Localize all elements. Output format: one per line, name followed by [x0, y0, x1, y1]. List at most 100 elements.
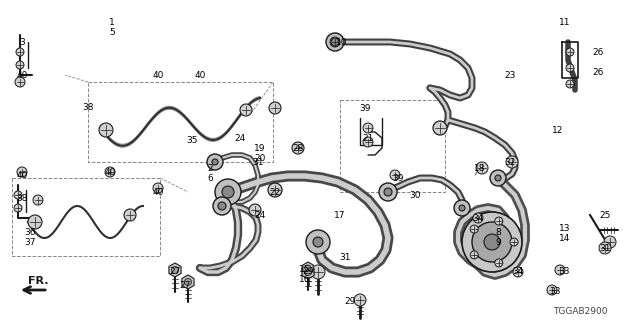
Circle shape [363, 137, 373, 147]
Bar [12, 178, 160, 256]
Circle shape [17, 167, 27, 177]
Circle shape [459, 205, 465, 211]
Circle shape [16, 48, 24, 56]
Text: 18: 18 [474, 164, 486, 172]
Text: 31: 31 [252, 157, 264, 166]
Circle shape [510, 238, 518, 246]
Text: 20: 20 [254, 154, 266, 163]
Text: 22: 22 [269, 188, 280, 196]
Circle shape [326, 33, 344, 51]
Circle shape [105, 167, 115, 177]
Circle shape [379, 183, 397, 201]
Text: 40: 40 [104, 167, 116, 177]
Bar [88, 82, 273, 162]
Circle shape [462, 212, 522, 272]
Circle shape [222, 186, 234, 198]
Circle shape [555, 265, 565, 275]
Circle shape [433, 121, 447, 135]
Text: 2: 2 [207, 164, 213, 172]
Circle shape [330, 37, 340, 47]
Circle shape [305, 265, 311, 271]
Circle shape [184, 278, 191, 285]
Circle shape [331, 38, 339, 46]
Polygon shape [169, 263, 181, 277]
Text: 21: 21 [362, 133, 374, 142]
Circle shape [213, 197, 231, 215]
Text: 16: 16 [300, 276, 311, 284]
Circle shape [454, 200, 470, 216]
Circle shape [313, 237, 323, 247]
Text: 34: 34 [472, 213, 484, 222]
Text: 28: 28 [292, 143, 304, 153]
Text: 33: 33 [549, 287, 561, 297]
Text: 24: 24 [254, 211, 266, 220]
Circle shape [269, 102, 281, 114]
Circle shape [363, 123, 373, 133]
Text: 8: 8 [495, 228, 501, 236]
Text: 40: 40 [16, 70, 28, 79]
Text: TGGAB2900: TGGAB2900 [553, 308, 607, 316]
Circle shape [249, 204, 261, 216]
Text: 26: 26 [592, 68, 604, 76]
Text: 17: 17 [334, 211, 346, 220]
Text: 29: 29 [344, 298, 356, 307]
Circle shape [495, 175, 501, 181]
Text: 40: 40 [195, 70, 205, 79]
Circle shape [99, 123, 113, 137]
Text: 19: 19 [254, 143, 266, 153]
Circle shape [566, 48, 574, 56]
Circle shape [268, 183, 282, 197]
Circle shape [153, 183, 163, 193]
Circle shape [472, 222, 512, 262]
Polygon shape [303, 262, 313, 274]
Circle shape [124, 209, 136, 221]
Text: 36: 36 [24, 228, 36, 236]
Circle shape [218, 202, 226, 210]
Text: 29: 29 [302, 268, 314, 276]
Text: 25: 25 [599, 211, 611, 220]
Text: 14: 14 [559, 234, 571, 243]
Circle shape [384, 188, 392, 196]
Text: 15: 15 [300, 266, 311, 275]
Text: FR.: FR. [28, 276, 48, 286]
Circle shape [15, 77, 25, 87]
Polygon shape [182, 275, 194, 289]
Text: 26: 26 [592, 47, 604, 57]
Text: 31: 31 [339, 253, 351, 262]
Circle shape [566, 64, 574, 72]
Circle shape [390, 170, 400, 180]
Text: 38: 38 [83, 102, 93, 111]
Circle shape [354, 294, 366, 306]
Circle shape [14, 191, 22, 199]
Text: 38: 38 [16, 194, 28, 203]
Text: 11: 11 [559, 18, 571, 27]
Text: 23: 23 [504, 70, 516, 79]
Text: 35: 35 [186, 135, 198, 145]
Circle shape [604, 236, 616, 248]
Circle shape [207, 154, 223, 170]
Circle shape [306, 230, 330, 254]
Circle shape [470, 225, 478, 233]
Text: 9: 9 [495, 237, 501, 246]
Text: 10: 10 [336, 37, 348, 46]
Circle shape [215, 179, 241, 205]
Circle shape [490, 170, 506, 186]
Text: 40: 40 [16, 171, 28, 180]
Bar [340, 100, 445, 192]
Circle shape [599, 242, 611, 254]
Circle shape [566, 80, 574, 88]
Circle shape [212, 159, 218, 165]
Text: 40: 40 [152, 70, 164, 79]
Circle shape [495, 259, 503, 267]
Circle shape [470, 251, 478, 259]
Text: 37: 37 [24, 237, 36, 246]
Circle shape [292, 142, 304, 154]
Circle shape [33, 195, 43, 205]
Text: 33: 33 [558, 268, 570, 276]
Text: 6: 6 [207, 173, 213, 182]
Circle shape [240, 104, 252, 116]
Polygon shape [302, 265, 314, 279]
Text: 3: 3 [19, 37, 25, 46]
Text: 27: 27 [179, 281, 191, 290]
Text: 27: 27 [170, 268, 180, 276]
